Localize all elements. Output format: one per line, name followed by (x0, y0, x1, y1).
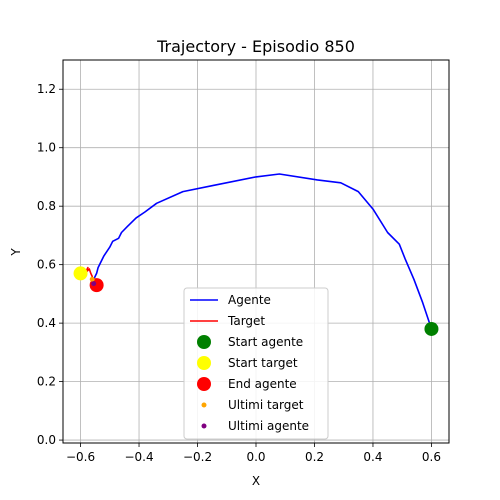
x-tick-label: −0.6 (66, 450, 95, 464)
legend-agente-label: Agente (228, 293, 271, 307)
agente-line (91, 173, 433, 330)
ultimi-agente-point (91, 281, 97, 287)
legend-start-target-swatch (197, 356, 211, 370)
legend-ultimi-agente-swatch (201, 423, 207, 429)
legend-start-target-label: Start target (228, 356, 298, 370)
start-target-point (73, 266, 88, 281)
legend-ultimi-target-label: Ultimi target (228, 398, 304, 412)
legend-start-agente-swatch (197, 335, 211, 349)
plot-frame (62, 59, 450, 444)
y-axis-label: Y (9, 248, 23, 257)
legend-box (183, 287, 329, 440)
legend-ultimi-agente-label: Ultimi agente (228, 419, 309, 433)
x-tick-label: 0.4 (363, 450, 382, 464)
x-tick-label: 0.2 (305, 450, 324, 464)
plot-area (73, 173, 439, 336)
legend-start-agente-label: Start agente (228, 335, 303, 349)
legend-end-agente-label: End agente (228, 377, 297, 391)
x-tick-label: 0.6 (422, 450, 441, 464)
legend-ultimi-target-swatch (201, 402, 207, 408)
legend: Agente Target Start agente Start target End … (183, 287, 329, 440)
x-tick-label: 0.0 (246, 450, 265, 464)
y-tick-label: 0.8 (37, 199, 56, 213)
start-agente-point (424, 321, 439, 336)
y-tick-label: 0.4 (37, 316, 56, 330)
y-tick-label: 1.0 (37, 141, 56, 155)
x-tick-label: −0.2 (183, 450, 212, 464)
axis-ticks: −0.6 −0.4 −0.2 0.0 0.2 0.4 0.6 0.0 0.2 0.4 0.6 0.8 1… (37, 82, 441, 464)
y-tick-label: 0.0 (37, 433, 56, 447)
y-tick-label: 1.2 (37, 82, 56, 96)
ultimi-target-point (89, 276, 95, 282)
x-axis-label: X (252, 474, 260, 488)
legend-end-agente-swatch (197, 377, 211, 391)
y-tick-label: 0.2 (37, 375, 56, 389)
grid (63, 60, 449, 443)
chart-title: Trajectory - Episodio 850 (156, 37, 355, 56)
y-tick-label: 0.6 (37, 258, 56, 272)
legend-target-label: Target (227, 314, 265, 328)
x-tick-label: −0.4 (124, 450, 153, 464)
